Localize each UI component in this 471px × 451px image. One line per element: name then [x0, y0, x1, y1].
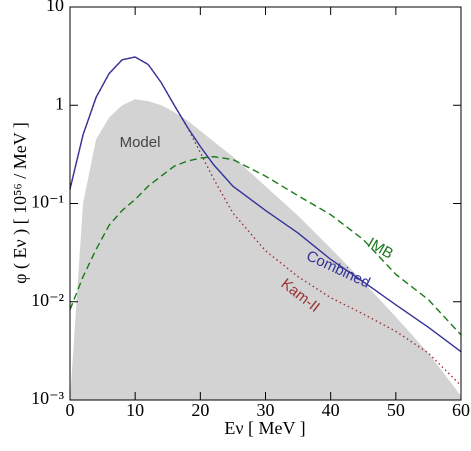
x-tick-label: 60	[452, 400, 470, 420]
x-tick-label: 20	[191, 400, 209, 420]
x-axis-label: Eν [ MeV ]	[224, 418, 305, 438]
y-tick-label: 10	[46, 0, 64, 15]
x-tick-label: 30	[257, 400, 275, 420]
y-tick-label: 10⁻¹	[31, 192, 64, 212]
line-solid	[69, 56, 462, 353]
y-tick-label: 1	[55, 93, 64, 113]
x-tick-label: 50	[387, 400, 405, 420]
x-tick-label: 10	[126, 400, 144, 420]
series-label: Model	[120, 134, 161, 151]
y-axis-label: φ ( Eν ) [ 10⁵⁶ / MeV ]	[10, 122, 31, 284]
x-tick-label: 40	[322, 400, 340, 420]
model-area	[70, 99, 461, 400]
x-tick-label: 0	[66, 400, 75, 420]
line-dashed	[69, 155, 462, 336]
y-tick-label: 10⁻³	[31, 388, 65, 408]
y-tick-label: 10⁻²	[31, 290, 64, 310]
